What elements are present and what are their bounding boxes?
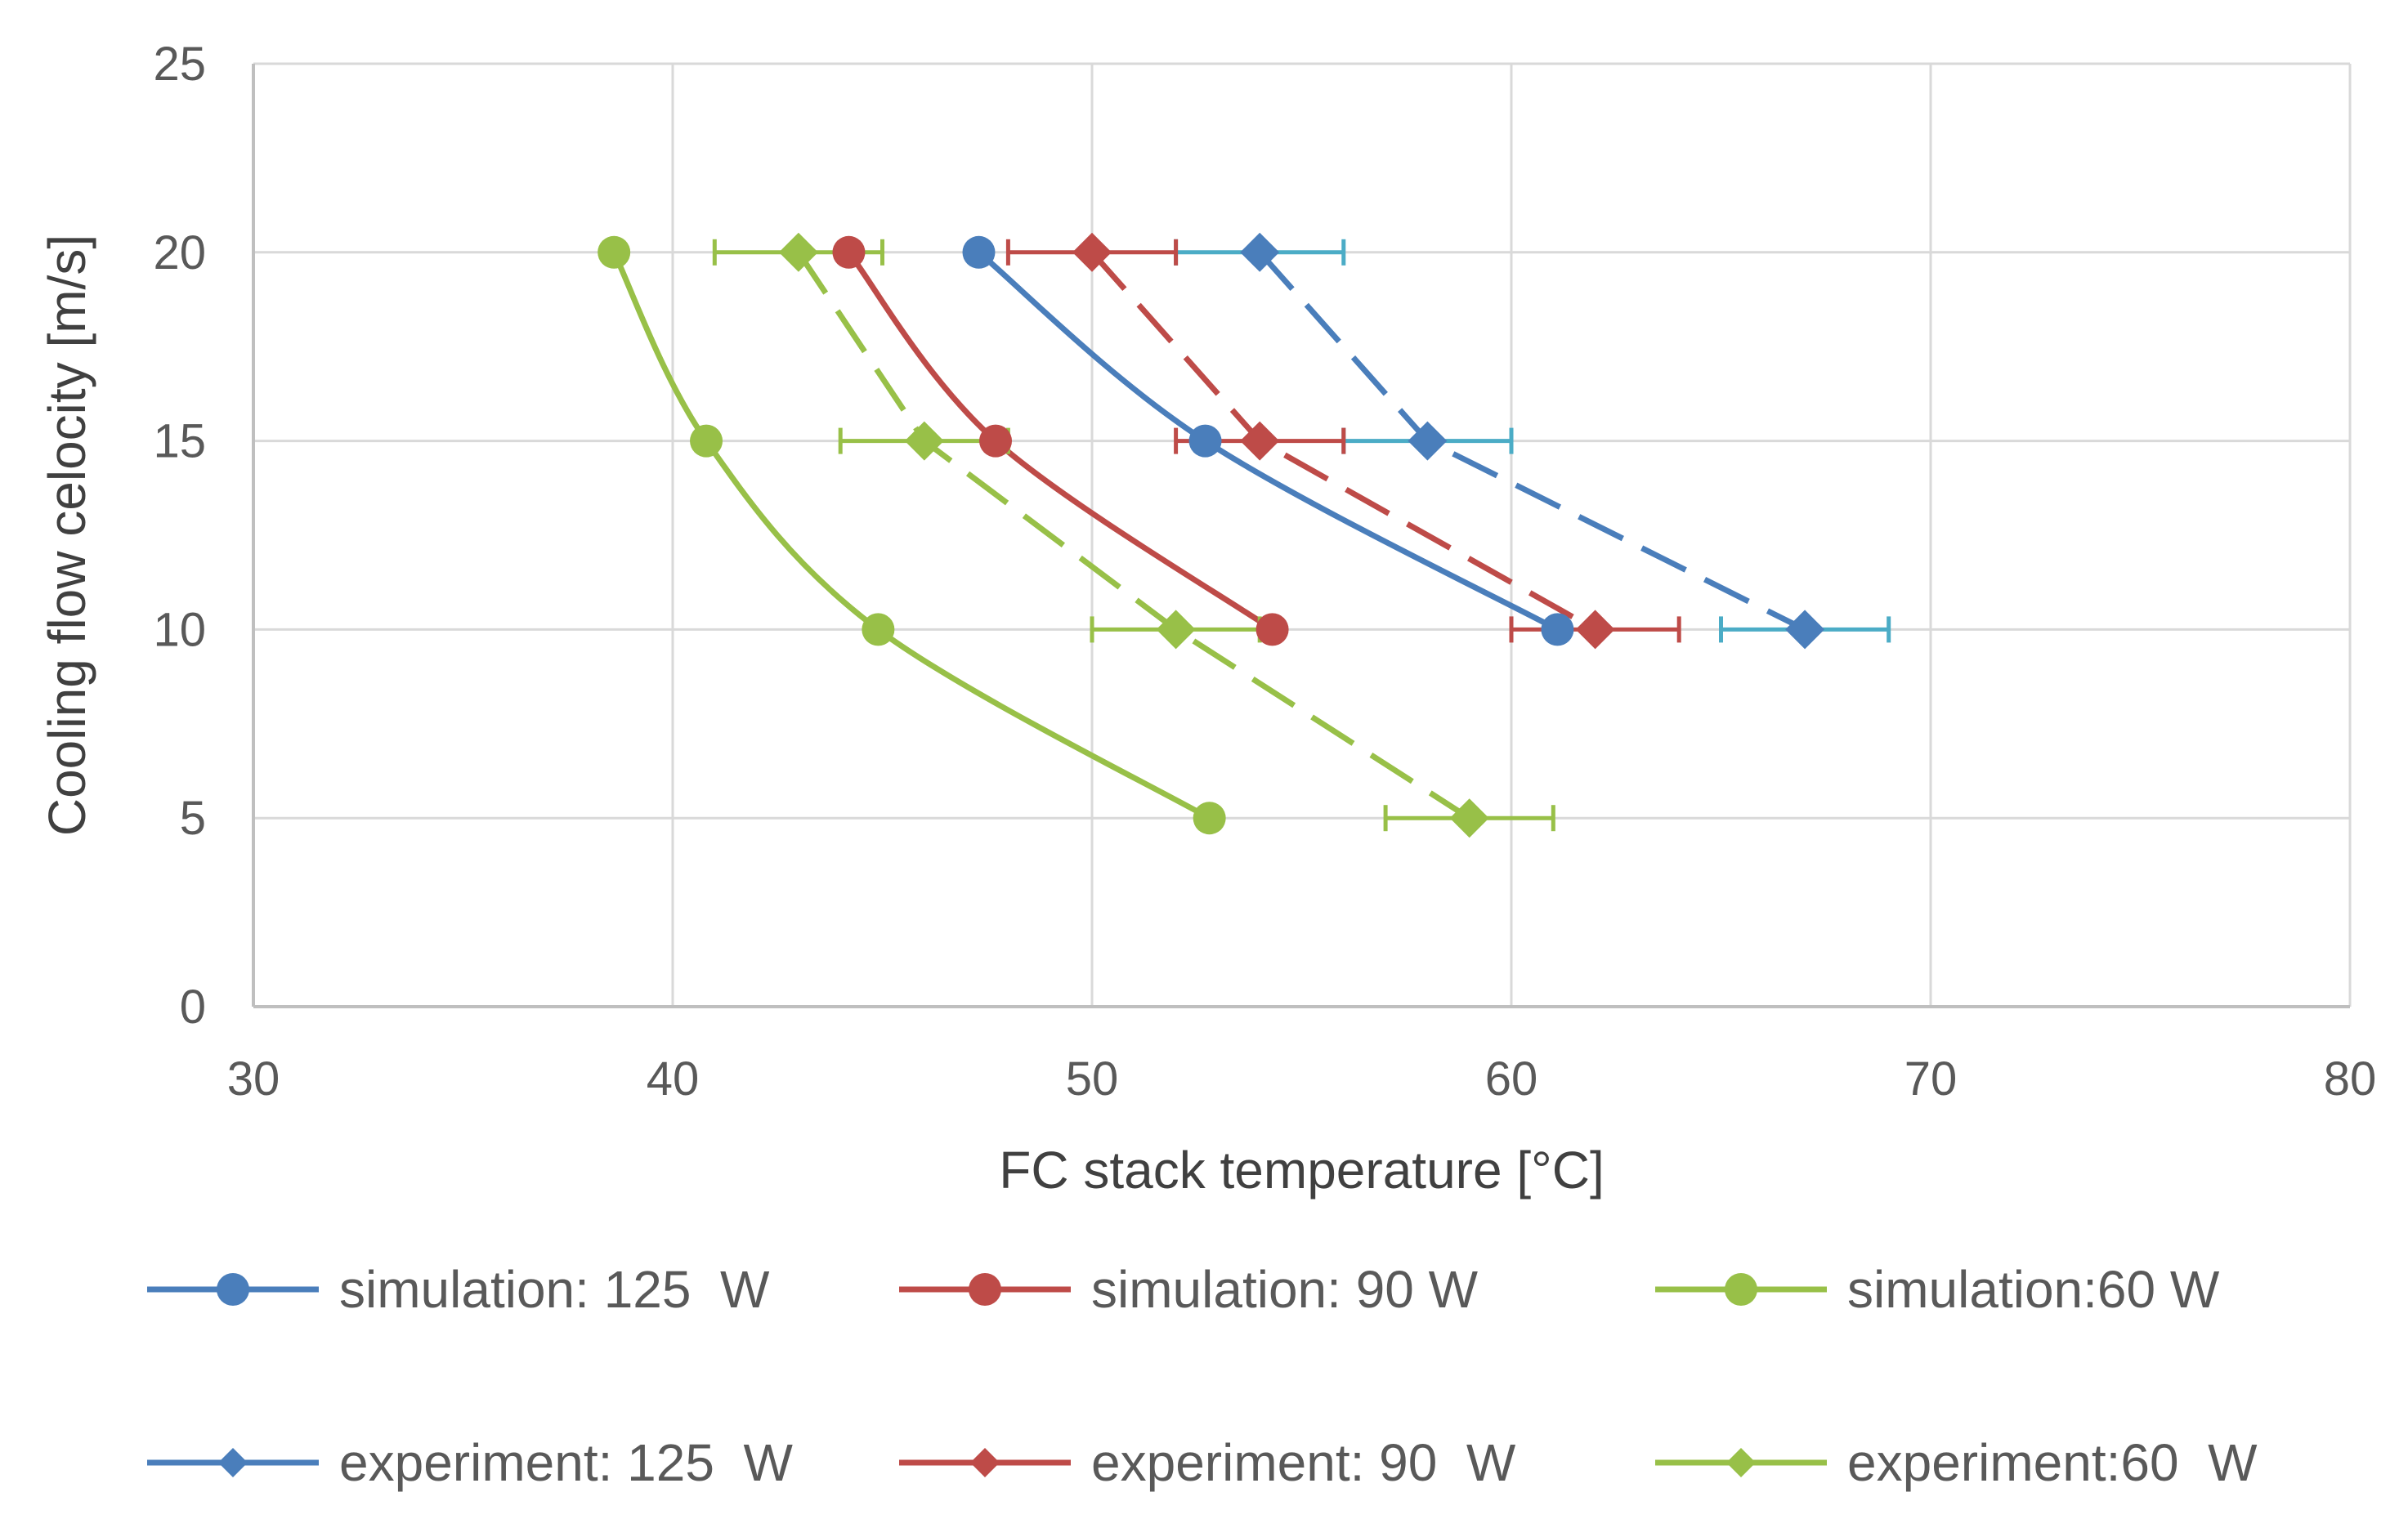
data-point	[1156, 610, 1196, 650]
legend-label: simulation:60 W	[1847, 1260, 2220, 1319]
legend-item: simulation: 125 W	[147, 1260, 770, 1319]
data-point	[862, 613, 895, 646]
x-tick-label: 60	[1485, 1052, 1538, 1106]
data-point	[1240, 421, 1280, 461]
y-tick-label: 15	[153, 415, 206, 468]
legend-label: experiment: 125 W	[339, 1433, 794, 1492]
legend-marker	[1725, 1273, 1757, 1306]
legend-item: experiment: 125 W	[147, 1433, 794, 1492]
data-point	[1188, 424, 1222, 458]
data-point	[598, 235, 631, 269]
x-tick-label: 80	[2324, 1052, 2377, 1106]
y-tick-label: 25	[153, 38, 206, 91]
y-tick-label: 20	[153, 226, 206, 279]
x-tick-label: 30	[227, 1052, 280, 1106]
data-point	[1255, 613, 1289, 646]
data-point	[1575, 610, 1615, 650]
data-point	[832, 235, 866, 269]
data-point	[1408, 421, 1448, 461]
legend-marker	[970, 1448, 1000, 1477]
data-point	[1449, 798, 1489, 838]
axes: 0 5 10 15 20 25 30 40 50 60 70 80	[153, 38, 2376, 1106]
legend-marker	[1726, 1448, 1756, 1477]
legend-item: simulation: 90 W	[899, 1260, 1479, 1319]
legend-label: experiment:60 W	[1847, 1433, 2258, 1492]
data-point	[904, 421, 944, 461]
series-line	[611, 249, 1213, 821]
x-tick-label: 50	[1066, 1052, 1119, 1106]
legend-label: simulation: 90 W	[1091, 1260, 1479, 1319]
grid-lines	[253, 62, 2352, 1007]
series-simulation	[611, 249, 1213, 821]
data-point	[979, 424, 1013, 458]
data-point	[1785, 610, 1825, 650]
legend-item: experiment: 90 W	[899, 1433, 1516, 1492]
data-point	[1072, 232, 1112, 272]
legend-item: experiment:60 W	[1655, 1433, 2258, 1492]
legend-marker	[218, 1448, 248, 1477]
y-tick-label: 0	[180, 981, 206, 1034]
legend: simulation: 125 W simulation: 90 W simulat…	[147, 1260, 2258, 1492]
data-point	[1541, 613, 1574, 646]
legend-marker	[969, 1273, 1001, 1306]
plot-area	[598, 232, 1891, 838]
data-point	[1193, 802, 1226, 835]
data-point	[690, 424, 723, 458]
data-point	[1240, 232, 1280, 272]
y-tick-label: 5	[180, 792, 206, 845]
legend-label: experiment: 90 W	[1091, 1433, 1516, 1492]
data-point	[778, 232, 818, 272]
x-axis-title: FC stack temperature [°C]	[999, 1141, 1604, 1200]
legend-item: simulation:60 W	[1655, 1260, 2220, 1319]
y-tick-label: 10	[153, 603, 206, 656]
legend-marker	[217, 1273, 249, 1306]
x-tick-label: 70	[1904, 1052, 1958, 1106]
x-tick-label: 40	[647, 1052, 700, 1106]
data-point	[962, 235, 996, 269]
y-axis-title: Cooling flow celocity [m/s]	[38, 235, 96, 836]
series-line	[795, 250, 1471, 821]
legend-label: simulation: 125 W	[339, 1260, 770, 1319]
